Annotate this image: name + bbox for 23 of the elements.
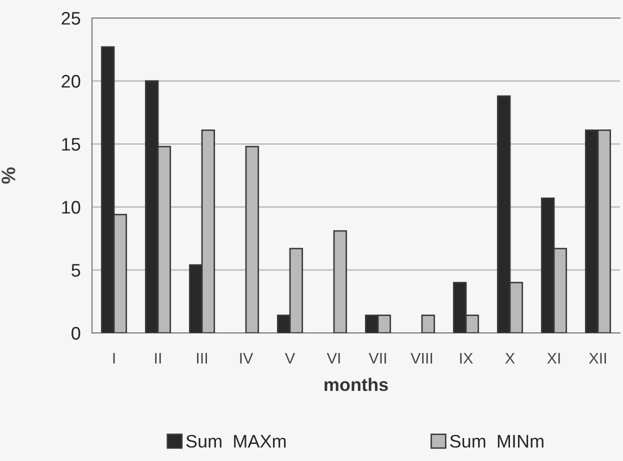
x-tick-label: V — [284, 353, 296, 364]
x-tick-label: XII — [589, 353, 606, 364]
bar — [421, 314, 436, 333]
y-tick-label: 25 — [62, 12, 80, 25]
legend-label: Sum MAXm — [186, 434, 286, 448]
x-tick-label: I — [113, 353, 115, 364]
x-tick-label: VII — [368, 353, 386, 364]
x-tick-label: X — [505, 353, 515, 364]
y-tick-label: 10 — [62, 200, 80, 214]
x-tick-label: IV — [240, 353, 254, 364]
x-tick-label: XI — [547, 353, 560, 364]
y-tick-label: 20 — [62, 74, 80, 88]
x-tick-label: VIII — [410, 353, 432, 364]
y-tick-label: 0 — [72, 326, 80, 340]
y-tick-label: 15 — [62, 138, 80, 151]
x-tick-label: IX — [460, 353, 473, 364]
x-tick-label: II — [155, 353, 161, 364]
y-axis-title: % — [2, 167, 16, 184]
y-tick-label: 5 — [72, 264, 80, 277]
x-tick-label: III — [197, 353, 207, 364]
x-axis-title: months — [324, 378, 388, 392]
x-tick-label: VI — [326, 353, 340, 364]
legend-label: Sum MINm — [450, 434, 544, 448]
